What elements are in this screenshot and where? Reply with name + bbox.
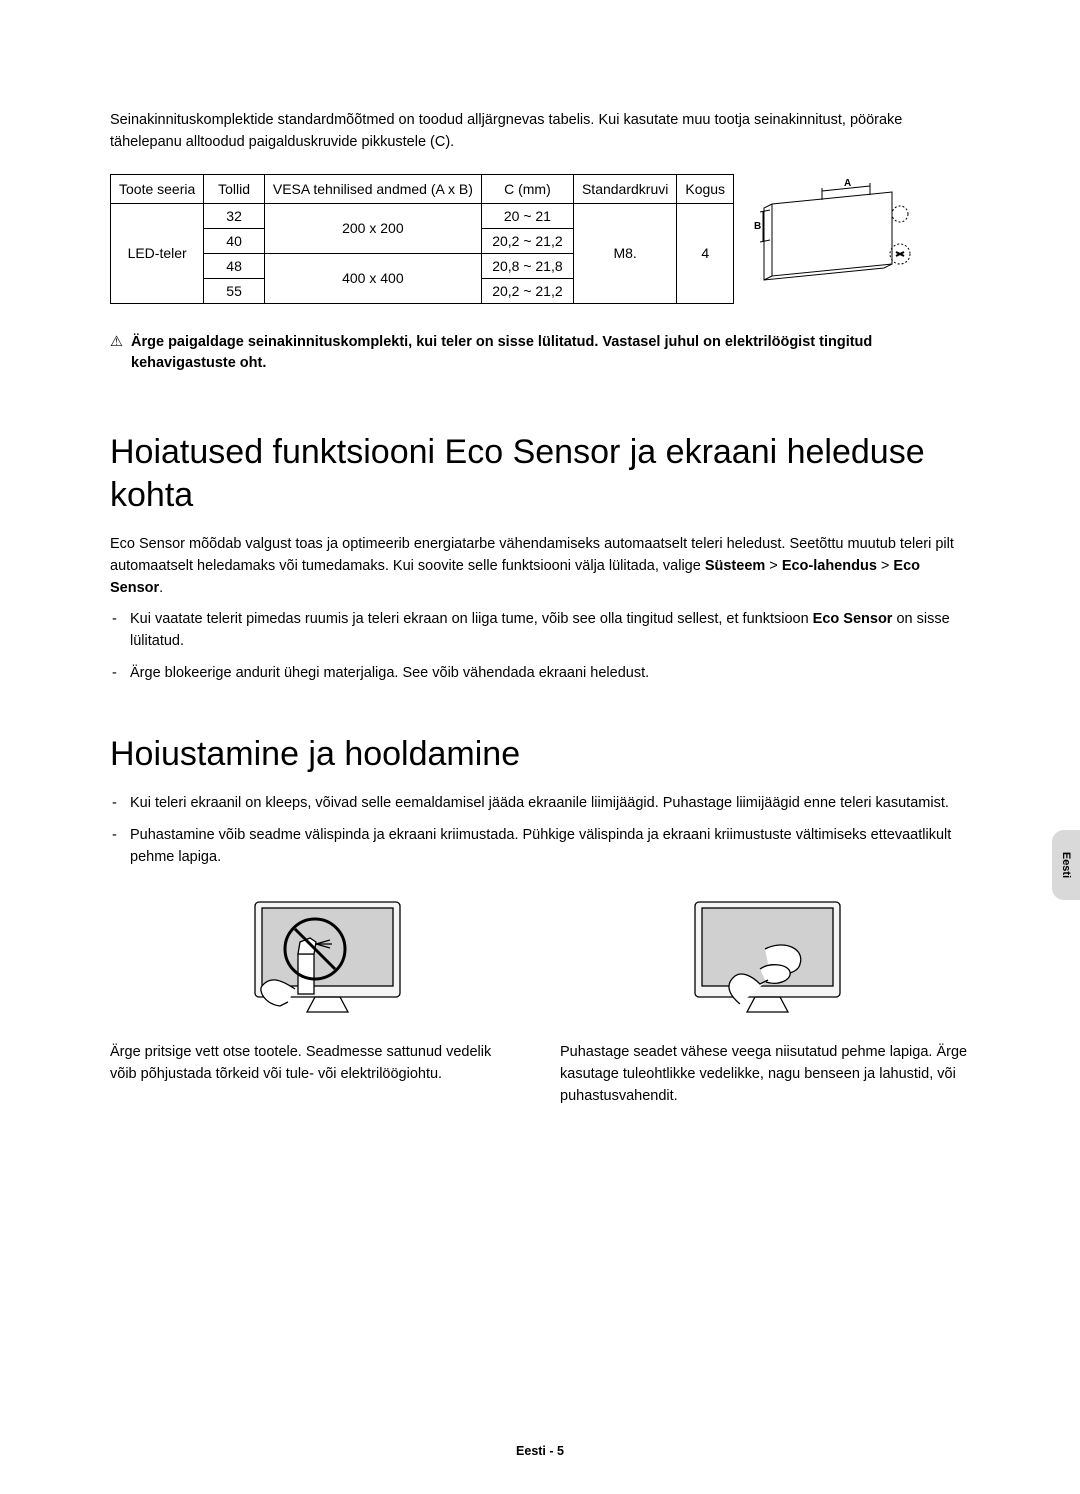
cell-qty: 4	[677, 203, 734, 303]
cell-screw: M8.	[573, 203, 676, 303]
eco-gt1: >	[765, 558, 782, 574]
heading-care: Hoiustamine ja hooldamine	[110, 733, 970, 776]
illus-col-right: Puhastage seadet vähese veega niisutatud…	[560, 894, 970, 1107]
list-item: Ärge blokeerige andurit ühegi materjalig…	[130, 663, 970, 685]
table-and-diagram: Toote seeria Tollid VESA tehnilised andm…	[110, 174, 970, 304]
list-item: Kui vaatate telerit pimedas ruumis ja te…	[130, 609, 970, 653]
spec-table: Toote seeria Tollid VESA tehnilised andm…	[110, 174, 734, 304]
diagram-label-b: B	[754, 221, 761, 232]
th-c: C (mm)	[481, 174, 573, 203]
illus-col-left: Ärge pritsige vett otse tootele. Seadmes…	[110, 894, 520, 1107]
eco-list: Kui vaatate telerit pimedas ruumis ja te…	[110, 609, 970, 684]
vesa-diagram: A B	[752, 174, 922, 284]
table-row: LED-teler 32 200 x 200 20 ~ 21 M8. 4	[111, 203, 734, 228]
cell-c: 20 ~ 21	[481, 203, 573, 228]
care-list: Kui teleri ekraanil on kleeps, võivad se…	[110, 793, 970, 868]
language-tab: Eesti	[1052, 830, 1080, 900]
th-qty: Kogus	[677, 174, 734, 203]
eco-li1-pre: Kui vaatate telerit pimedas ruumis ja te…	[130, 611, 813, 627]
caption-left: Ärge pritsige vett otse tootele. Seadmes…	[110, 1042, 520, 1086]
eco-b2: Eco-lahendus	[782, 558, 877, 574]
warning-text: Ärge paigaldage seinakinnituskomplekti, …	[131, 332, 970, 376]
cell-inches: 40	[204, 228, 265, 253]
cell-c: 20,2 ~ 21,2	[481, 278, 573, 303]
cell-inches: 55	[204, 278, 265, 303]
illustration-row: Ärge pritsige vett otse tootele. Seadmes…	[110, 894, 970, 1107]
cell-product: LED-teler	[111, 203, 204, 303]
eco-end: .	[159, 580, 163, 596]
th-vesa: VESA tehnilised andmed (A x B)	[264, 174, 481, 203]
intro-text: Seinakinnituskomplektide standardmõõtmed…	[110, 110, 970, 154]
eco-paragraph: Eco Sensor mõõdab valgust toas ja optime…	[110, 534, 970, 599]
th-product: Toote seeria	[111, 174, 204, 203]
th-inches: Tollid	[204, 174, 265, 203]
eco-b1: Süsteem	[705, 558, 765, 574]
cell-c: 20,8 ~ 21,8	[481, 253, 573, 278]
list-item: Puhastamine võib seadme välispinda ja ek…	[130, 825, 970, 869]
spray-prohibited-icon	[220, 894, 410, 1024]
page-footer: Eesti - 5	[0, 1444, 1080, 1458]
cell-inches: 48	[204, 253, 265, 278]
eco-li1-b: Eco Sensor	[813, 611, 893, 627]
heading-eco: Hoiatused funktsiooni Eco Sensor ja ekra…	[110, 431, 970, 516]
th-screw: Standardkruvi	[573, 174, 676, 203]
warning-block: ⚠ Ärge paigaldage seinakinnituskomplekti…	[110, 332, 970, 376]
table-header-row: Toote seeria Tollid VESA tehnilised andm…	[111, 174, 734, 203]
list-item: Kui teleri ekraanil on kleeps, võivad se…	[130, 793, 970, 815]
eco-gt2: >	[877, 558, 894, 574]
warning-icon: ⚠	[110, 332, 123, 376]
cell-c: 20,2 ~ 21,2	[481, 228, 573, 253]
caption-right: Puhastage seadet vähese veega niisutatud…	[560, 1042, 970, 1107]
diagram-label-a: A	[844, 178, 851, 189]
language-tab-label: Eesti	[1060, 852, 1072, 878]
cell-inches: 32	[204, 203, 265, 228]
wipe-cloth-icon	[670, 894, 860, 1024]
cell-vesa: 200 x 200	[264, 203, 481, 253]
cell-vesa: 400 x 400	[264, 253, 481, 303]
